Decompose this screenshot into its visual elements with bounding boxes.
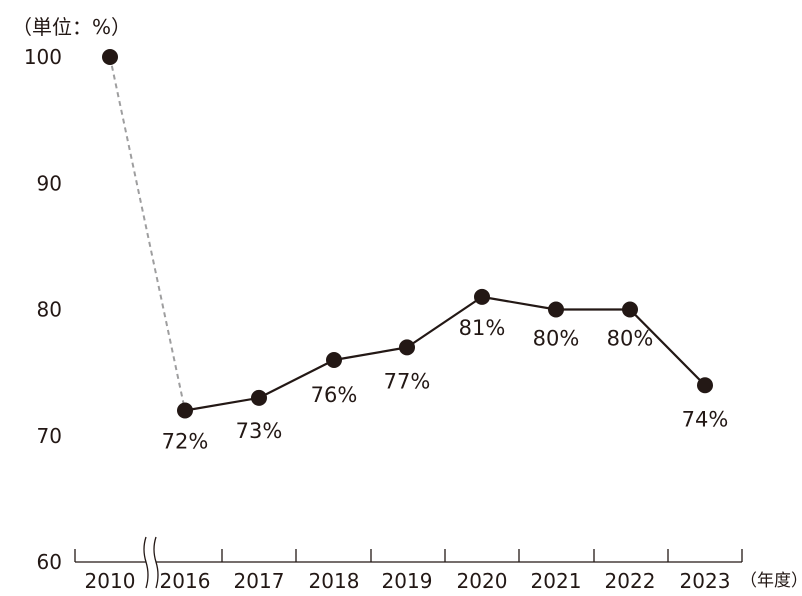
series-dashed-segment <box>109 56 186 411</box>
x-tick-label: 2020 <box>457 569 508 593</box>
data-point-2021 <box>548 301 564 318</box>
y-tick-label: 80 <box>37 298 62 322</box>
x-tick-label: 2016 <box>160 569 211 593</box>
data-label: 77% <box>384 369 431 393</box>
y-tick-label: 70 <box>37 424 62 448</box>
x-axis-unit-label: （年度） <box>740 571 802 591</box>
data-label: 80% <box>533 327 580 351</box>
data-points <box>102 49 713 419</box>
data-point-2023 <box>697 377 713 394</box>
y-tick-label: 100 <box>24 45 62 69</box>
data-label: 80% <box>607 327 654 351</box>
series-line <box>184 295 706 412</box>
data-labels: 72% 73% 76% 77% 81% 80% 80% 74% <box>162 316 729 454</box>
data-point-2022 <box>622 301 638 318</box>
data-point-2016 <box>177 402 193 419</box>
data-label: 76% <box>311 383 358 407</box>
data-label: 74% <box>682 407 729 431</box>
x-tick-label: 2023 <box>680 569 731 593</box>
y-tick-label: 60 <box>37 550 62 574</box>
x-tick-label: 2019 <box>382 569 433 593</box>
data-point-2017 <box>251 389 267 406</box>
axis-break-mark <box>143 536 159 589</box>
data-point-2010 <box>102 49 118 65</box>
y-axis-ticks: 60 70 80 90 100 <box>24 45 62 574</box>
data-point-2019 <box>399 339 415 356</box>
unit-label: （単位：%） <box>12 15 131 39</box>
data-point-2020 <box>474 288 490 305</box>
x-tick-label: 2018 <box>309 569 360 593</box>
series <box>109 56 706 412</box>
data-label: 72% <box>162 430 209 454</box>
data-point-2018 <box>326 352 342 368</box>
y-tick-label: 90 <box>37 171 62 195</box>
data-label: 73% <box>236 419 283 443</box>
x-tick-label: 2017 <box>234 569 285 593</box>
x-tick-label: 2022 <box>605 569 656 593</box>
data-label: 81% <box>459 316 506 340</box>
x-axis: 2010 2016 2017 2018 2019 2020 2021 2022 2023 （年度… <box>74 536 802 593</box>
x-tick-label: 2010 <box>85 569 136 593</box>
x-tick-label: 2021 <box>531 569 582 593</box>
